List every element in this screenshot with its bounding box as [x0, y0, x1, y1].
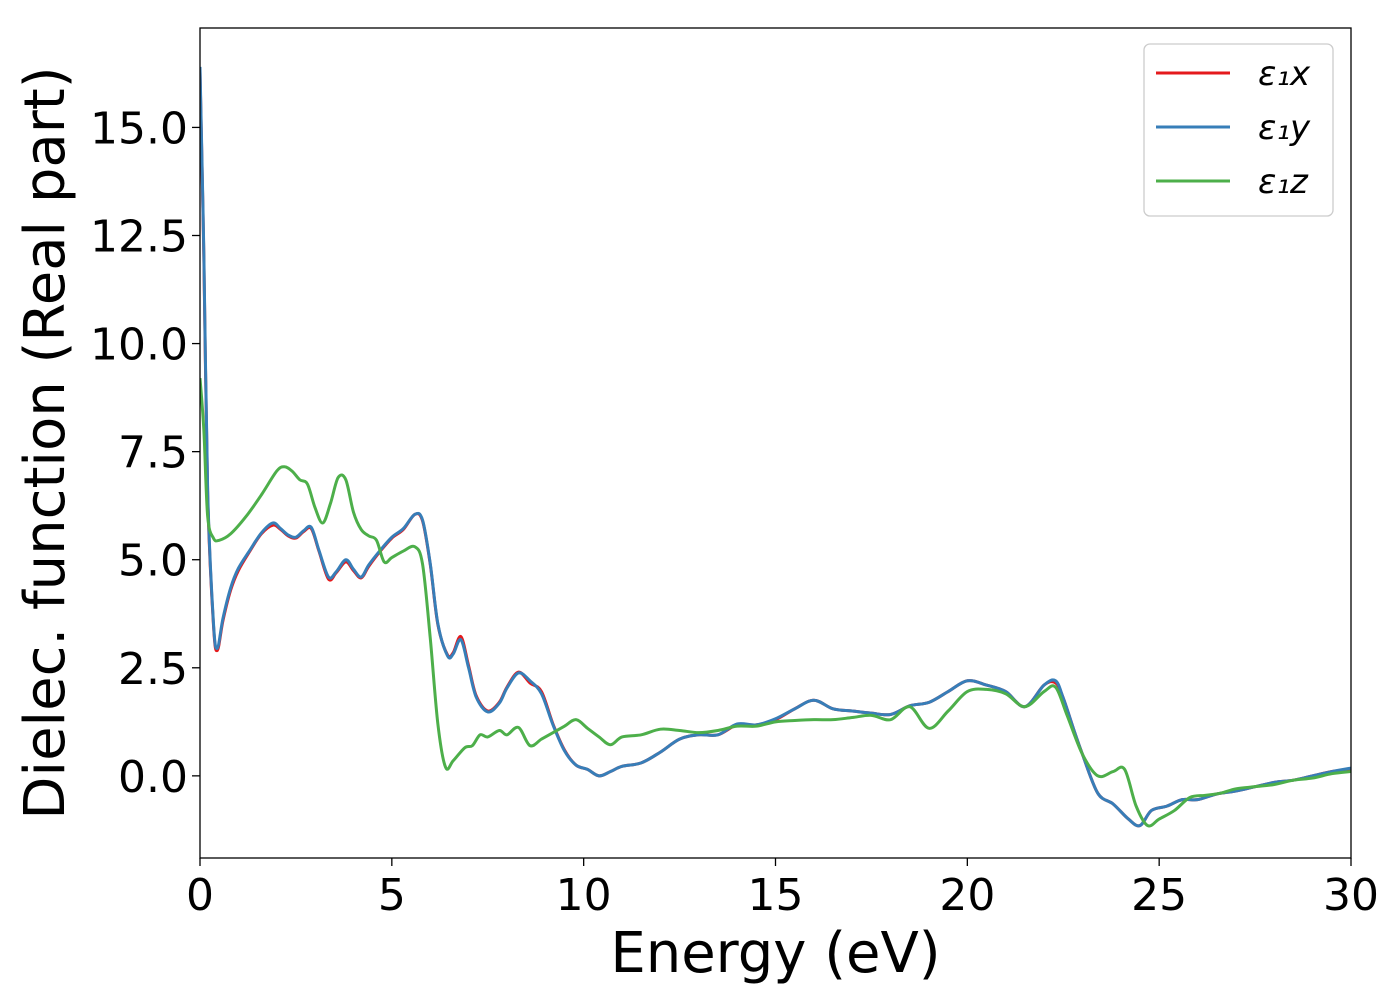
y-tick-label: 7.5	[118, 428, 188, 479]
x-axis-title: Energy (eV)	[610, 921, 940, 986]
y-tick-label: 2.5	[118, 644, 188, 695]
legend: ε₁x ε₁y ε₁z	[1143, 43, 1334, 217]
x-tick-label: 10	[556, 870, 612, 921]
y-tick-label: 12.5	[90, 212, 188, 263]
series-line-2	[200, 66, 1351, 828]
y-tick-label: 15.0	[90, 103, 188, 154]
x-tick-label: 30	[1323, 870, 1379, 921]
legend-label-2: ε₁y	[1258, 108, 1311, 148]
x-tick-label: 20	[939, 870, 995, 921]
legend-label-3: ε₁z	[1258, 162, 1309, 202]
x-tick-label: 25	[1131, 870, 1187, 921]
legend-label-1: ε₁x	[1258, 54, 1311, 94]
series-line-3	[200, 378, 1351, 828]
y-tick-label: 5.0	[118, 536, 188, 587]
x-axis-ticks: 0 5 10 15 20 25 30	[186, 858, 1379, 921]
x-tick-label: 0	[186, 870, 214, 921]
y-axis-ticks: 0.0 2.5 5.0 7.5 10.0 12.5 15.0	[90, 103, 200, 803]
y-tick-label: 10.0	[90, 320, 188, 371]
y-tick-label: 0.0	[118, 752, 188, 803]
x-tick-label: 5	[378, 870, 406, 921]
series-layer	[200, 66, 1351, 828]
legend-box	[1143, 43, 1334, 217]
y-axis-title: Dielec. function (Real part)	[13, 66, 78, 819]
x-tick-label: 15	[748, 870, 804, 921]
